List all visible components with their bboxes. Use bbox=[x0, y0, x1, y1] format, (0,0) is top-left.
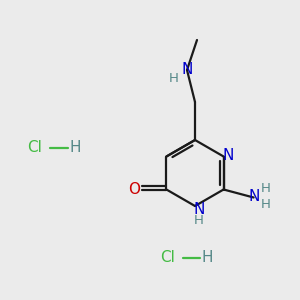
Text: N: N bbox=[223, 148, 234, 163]
Text: H: H bbox=[261, 198, 271, 211]
Text: O: O bbox=[128, 182, 140, 197]
Text: H: H bbox=[69, 140, 81, 155]
Text: H: H bbox=[261, 182, 271, 195]
Text: H: H bbox=[201, 250, 213, 266]
Text: N: N bbox=[181, 62, 193, 77]
Text: N: N bbox=[193, 202, 205, 217]
Text: H: H bbox=[194, 214, 204, 226]
Text: Cl: Cl bbox=[160, 250, 175, 266]
Text: H: H bbox=[169, 71, 179, 85]
Text: N: N bbox=[249, 189, 260, 204]
Text: Cl: Cl bbox=[28, 140, 42, 155]
